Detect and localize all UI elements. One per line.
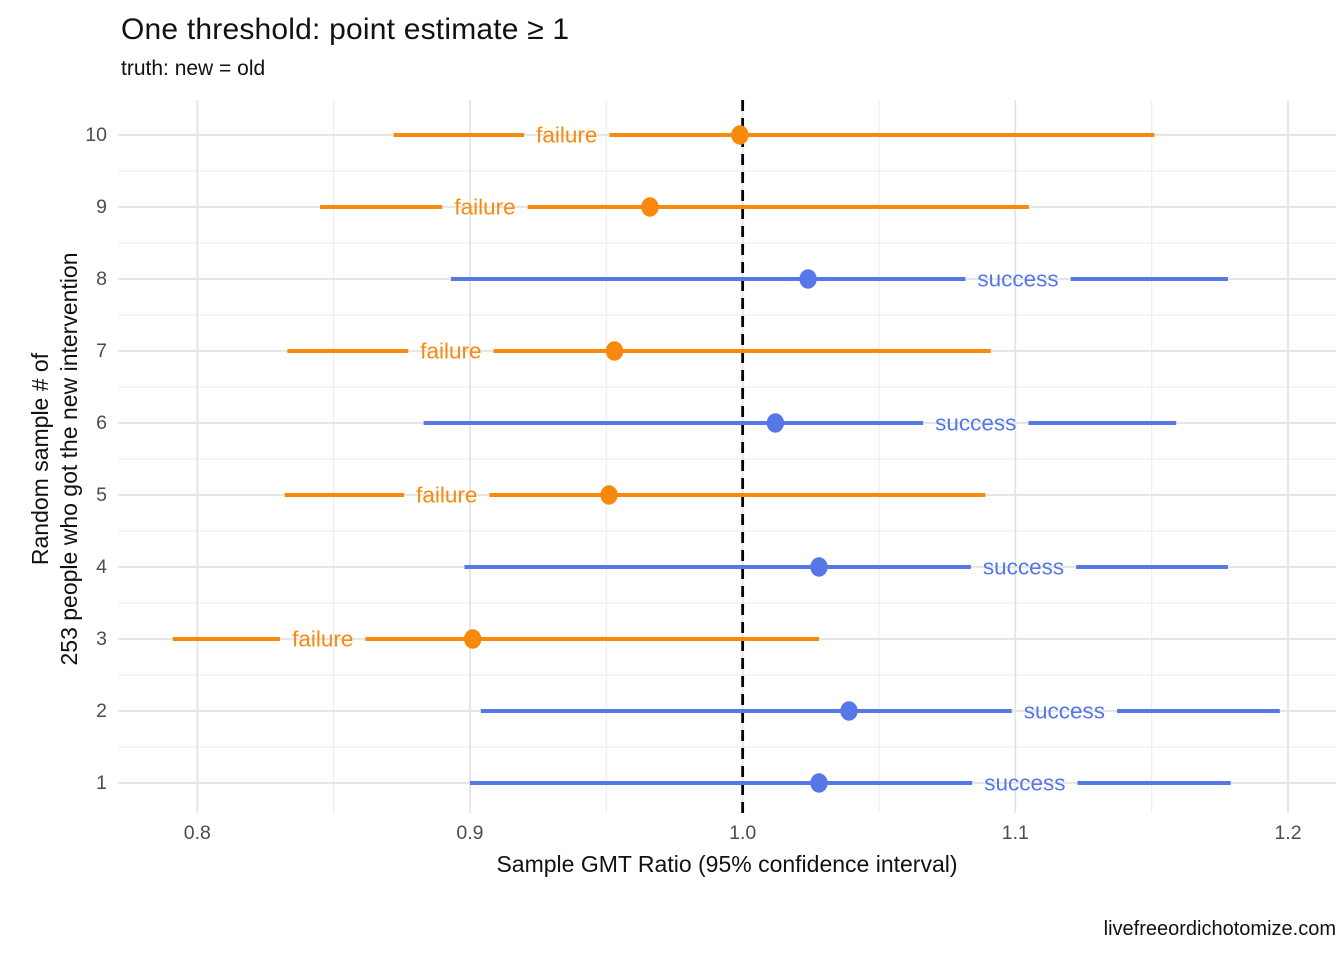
point-estimate (810, 557, 828, 577)
y-axis-tick-label: 4 (96, 556, 107, 578)
y-axis-tick-label: 9 (96, 196, 107, 218)
outcome-label: failure (536, 123, 597, 148)
outcome-label: success (984, 771, 1065, 796)
chart-subtitle: truth: new = old (121, 57, 266, 80)
y-axis-title-line-1: Random sample # of (27, 352, 53, 566)
y-axis-tick-label: 8 (96, 268, 107, 290)
point-estimate (605, 341, 624, 361)
outcome-label: failure (416, 483, 477, 508)
x-axis-tick-label: 0.9 (456, 822, 483, 844)
point-estimate (799, 269, 817, 289)
y-axis-title: Random sample # of 253 people who got th… (26, 252, 84, 665)
x-axis-tick-label: 1.2 (1274, 822, 1301, 844)
outcome-label: failure (292, 627, 353, 652)
point-estimate (641, 197, 659, 217)
y-axis-title-line-2: 253 people who got the new intervention (56, 252, 82, 666)
outcome-label: success (1024, 699, 1105, 724)
outcome-label: success (935, 411, 1016, 436)
outcome-label: success (983, 555, 1064, 580)
outcome-label: failure (420, 339, 481, 364)
y-axis-tick-label: 1 (96, 772, 107, 794)
outcome-label: success (977, 267, 1058, 292)
x-axis-tick-label: 1.0 (729, 822, 756, 844)
x-axis-tick-label: 1.1 (1002, 822, 1029, 844)
y-axis-tick-label: 3 (96, 628, 107, 650)
point-estimate (600, 485, 618, 505)
point-estimate (840, 701, 858, 721)
point-estimate (766, 413, 785, 433)
point-estimate (810, 773, 828, 793)
y-axis-tick-label: 5 (96, 484, 107, 506)
x-axis-title: Sample GMT Ratio (95% confidence interva… (496, 851, 958, 877)
y-axis-tick-label: 10 (85, 124, 107, 146)
point-estimate (464, 629, 482, 649)
x-axis-tick-label: 0.8 (184, 822, 211, 844)
caption-watermark: livefreeordichotomize.com (1103, 918, 1336, 940)
y-axis-tick-label: 7 (96, 340, 107, 362)
y-axis-tick-label: 6 (96, 412, 107, 434)
chart-title: One threshold: point estimate ≥ 1 (121, 13, 570, 46)
outcome-label: failure (454, 195, 515, 220)
y-axis-tick-label: 2 (96, 700, 107, 722)
point-estimate (731, 125, 749, 145)
